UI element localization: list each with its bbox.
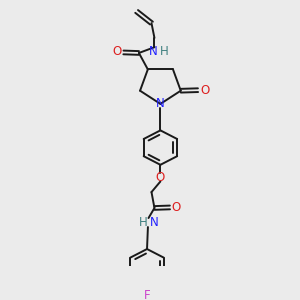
Text: N: N [149,216,158,229]
Text: O: O [112,45,122,58]
Text: H: H [160,45,168,58]
Text: N: N [156,98,165,110]
Text: F: F [144,290,150,300]
Text: N: N [148,45,157,58]
Text: O: O [200,84,209,97]
Text: O: O [156,171,165,184]
Text: O: O [172,201,181,214]
Text: H: H [139,216,148,229]
